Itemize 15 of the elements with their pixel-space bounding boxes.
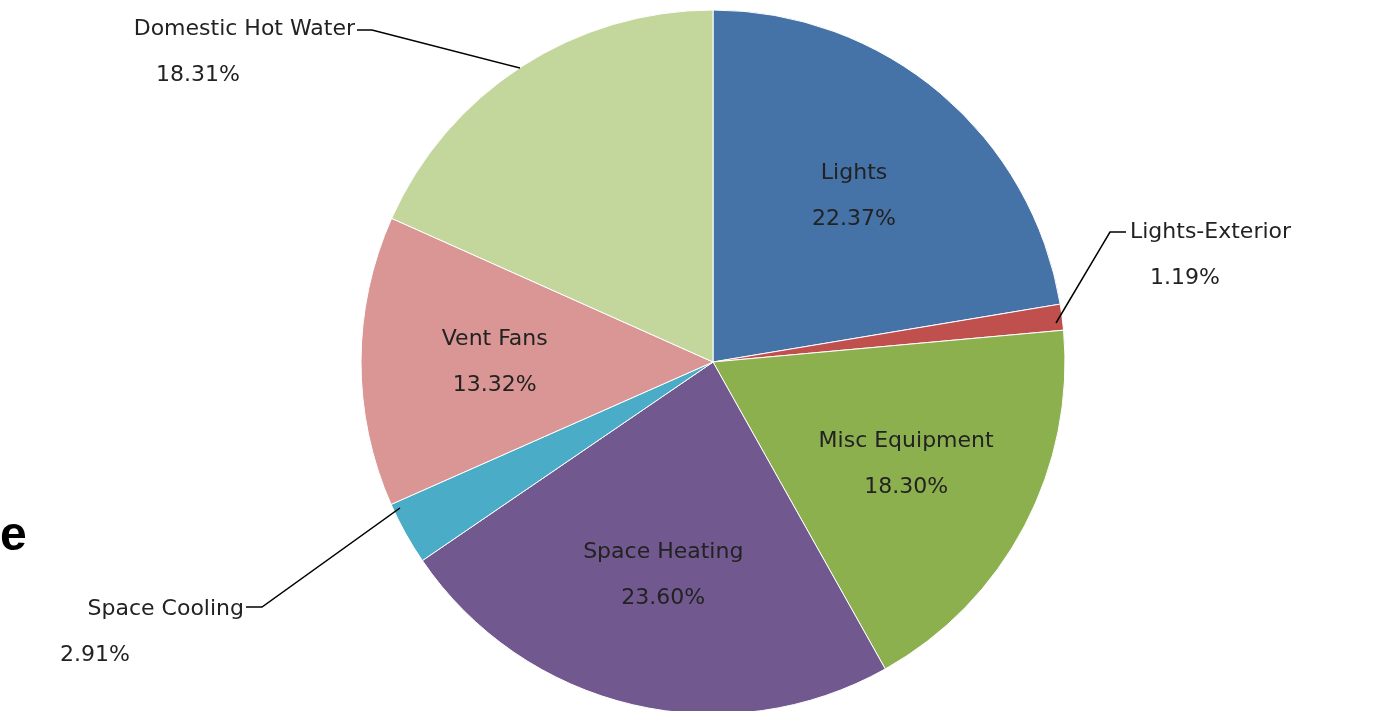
slice-label: Misc Equipment (818, 427, 995, 453)
data-label: 13.32% (452, 371, 537, 397)
slice-label: Vent Fans (441, 325, 548, 351)
slice-label: Space Heating (583, 537, 744, 563)
data-label: 23.60% (621, 583, 706, 609)
data-label: 1.19% (1150, 263, 1220, 289)
data-label: 22.37% (812, 204, 896, 230)
slice-label: Domestic Hot Water (133, 14, 356, 40)
data-label: 2.91% (60, 640, 130, 666)
slice-label: Lights-Exterior (1130, 217, 1292, 243)
data-label: 18.31% (156, 60, 240, 86)
text: e (0, 507, 27, 560)
slice-label: Lights (820, 158, 888, 184)
data-label: 18.30% (864, 473, 949, 499)
slice-label: Space Cooling (87, 594, 244, 620)
